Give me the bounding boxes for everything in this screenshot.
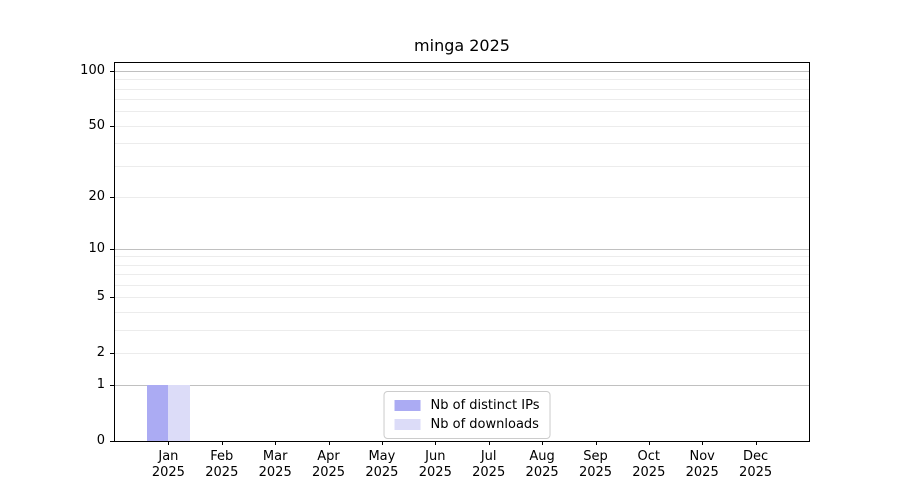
x-tick-label: Sep 2025 bbox=[564, 449, 628, 481]
y-tick bbox=[110, 71, 114, 72]
legend-swatch-distinct-ips bbox=[394, 400, 421, 411]
y-tick bbox=[110, 385, 114, 387]
x-tick bbox=[702, 441, 704, 445]
x-tick bbox=[328, 441, 330, 445]
gridline-minor bbox=[115, 285, 809, 286]
chart-title: minga 2025 bbox=[414, 36, 510, 55]
x-tick-label: Aug 2025 bbox=[510, 449, 574, 481]
y-tick bbox=[110, 248, 114, 250]
gridline-minor bbox=[115, 111, 809, 113]
x-tick-year: 2025 bbox=[365, 465, 399, 480]
x-tick-year: 2025 bbox=[151, 465, 185, 480]
x-tick bbox=[381, 441, 383, 445]
gridline-minor bbox=[115, 297, 809, 299]
x-tick-label: May 2025 bbox=[350, 449, 414, 481]
x-tick-label: Oct 2025 bbox=[617, 449, 681, 481]
y-tick-label: 100 bbox=[80, 63, 105, 78]
gridline-major bbox=[115, 248, 809, 250]
x-tick-label: Mar 2025 bbox=[243, 449, 307, 481]
x-tick-year: 2025 bbox=[258, 465, 292, 480]
x-tick bbox=[542, 441, 544, 445]
legend-label-downloads: Nb of downloads bbox=[430, 417, 539, 432]
x-tick bbox=[221, 441, 223, 445]
x-tick-month: Oct bbox=[637, 449, 661, 464]
gridline-minor bbox=[115, 125, 809, 127]
x-tick-month: Feb bbox=[210, 449, 234, 464]
x-tick-year: 2025 bbox=[578, 465, 613, 480]
gridline-minor bbox=[115, 88, 809, 90]
legend-item-distinct-ips: Nb of distinct IPs bbox=[394, 398, 540, 413]
x-tick bbox=[168, 441, 170, 445]
y-tick-label: 5 bbox=[96, 289, 105, 305]
x-tick-year: 2025 bbox=[472, 465, 506, 480]
gridline-major bbox=[115, 385, 809, 387]
legend: Nb of distinct IPs Nb of downloads bbox=[383, 391, 551, 439]
x-tick-month: Mar bbox=[262, 449, 288, 464]
legend-label-distinct-ips: Nb of distinct IPs bbox=[430, 398, 540, 413]
gridline-minor bbox=[115, 352, 809, 354]
x-tick bbox=[275, 441, 277, 445]
y-tick-label: 50 bbox=[88, 117, 105, 133]
x-tick-label: Jan 2025 bbox=[136, 449, 200, 481]
y-tick-label: 20 bbox=[88, 188, 105, 204]
y-tick-label: 0 bbox=[96, 433, 105, 448]
gridline-minor bbox=[115, 329, 809, 331]
gridline-minor bbox=[115, 143, 809, 145]
gridline-minor bbox=[115, 256, 809, 258]
gridline-major bbox=[115, 71, 809, 72]
y-tick-label: 10 bbox=[88, 240, 105, 256]
x-tick bbox=[595, 441, 597, 445]
x-tick bbox=[648, 441, 650, 445]
gridline-minor bbox=[115, 79, 809, 81]
x-tick-month: Apr bbox=[317, 449, 340, 464]
x-tick-month: Jul bbox=[480, 449, 497, 464]
x-tick-label: Feb 2025 bbox=[190, 449, 254, 481]
x-tick bbox=[488, 441, 490, 445]
x-tick-year: 2025 bbox=[525, 465, 559, 480]
x-tick-month: Sep bbox=[583, 449, 608, 464]
plot-area: 0 1 2 5 10 20 50 100 Jan 2025 Feb 2025 Mar 2025 Apr 202… bbox=[80, 62, 810, 480]
x-tick-label: Nov 2025 bbox=[670, 449, 734, 481]
y-tick bbox=[110, 125, 114, 127]
x-tick-year: 2025 bbox=[685, 465, 719, 480]
gridline-minor bbox=[115, 165, 809, 167]
x-tick-year: 2025 bbox=[205, 465, 239, 480]
y-tick-label: 2 bbox=[96, 344, 105, 360]
x-tick bbox=[755, 441, 757, 445]
x-tick-label: Dec 2025 bbox=[724, 449, 788, 481]
bar-nb-of-distinct-ips bbox=[147, 385, 169, 441]
x-tick-month: Nov bbox=[689, 449, 715, 464]
x-tick-year: 2025 bbox=[632, 465, 666, 480]
y-tick bbox=[110, 297, 114, 299]
x-tick-month: May bbox=[368, 449, 396, 464]
gridline-minor bbox=[115, 196, 809, 198]
x-tick-year: 2025 bbox=[418, 465, 452, 480]
gridline-minor bbox=[115, 99, 809, 101]
gridline-minor bbox=[115, 274, 809, 276]
y-tick bbox=[110, 441, 114, 442]
x-tick-label: Apr 2025 bbox=[297, 449, 361, 481]
x-tick bbox=[435, 441, 437, 445]
x-tick-month: Aug bbox=[529, 449, 555, 464]
x-tick-month: Jun bbox=[425, 449, 446, 464]
bar-nb-of-downloads bbox=[168, 385, 190, 441]
y-tick bbox=[110, 196, 114, 198]
gridline-minor bbox=[115, 264, 809, 266]
x-tick-month: Jan bbox=[158, 449, 179, 464]
x-tick-year: 2025 bbox=[739, 465, 773, 480]
y-tick-label: 1 bbox=[96, 377, 105, 393]
y-tick bbox=[110, 352, 114, 354]
x-tick-label: Jul 2025 bbox=[457, 449, 521, 481]
x-tick-month: Dec bbox=[743, 449, 769, 464]
legend-swatch-downloads bbox=[394, 419, 421, 430]
legend-item-downloads: Nb of downloads bbox=[394, 417, 540, 432]
x-tick-label: Jun 2025 bbox=[403, 449, 467, 481]
x-tick-year: 2025 bbox=[311, 465, 346, 480]
gridline-minor bbox=[115, 312, 809, 313]
